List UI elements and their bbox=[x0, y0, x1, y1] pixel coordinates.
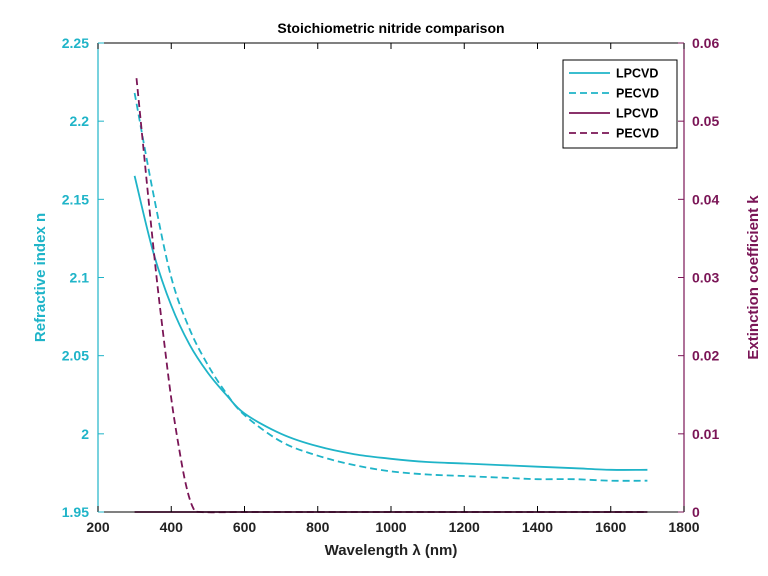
y-right-tick-label: 0 bbox=[692, 504, 700, 520]
y-right-tick-label: 0.03 bbox=[692, 270, 719, 286]
y-left-tick-label: 2.2 bbox=[70, 113, 90, 129]
y-right-tick-label: 0.01 bbox=[692, 426, 719, 442]
x-tick-label: 1000 bbox=[375, 519, 406, 535]
legend-label: PECVD bbox=[616, 127, 659, 141]
y-left-tick-label: 2.25 bbox=[62, 35, 89, 51]
x-tick-label: 1600 bbox=[595, 519, 626, 535]
x-tick-label: 1200 bbox=[449, 519, 480, 535]
y-right-tick-label: 0.04 bbox=[692, 191, 719, 207]
axes-layer: 200 400 600 800 1000 1200 1400 1600 1800 1.95 2 2.0… bbox=[32, 35, 762, 559]
legend-label: LPCVD bbox=[616, 67, 658, 81]
legend-label: PECVD bbox=[616, 87, 659, 101]
x-tick-label: 600 bbox=[233, 519, 257, 535]
chart-title: Stoichiometric nitride comparison bbox=[277, 20, 504, 36]
y-left-tick-label: 2.05 bbox=[62, 348, 89, 364]
y-right-axis-label: Extinction coefficient k bbox=[745, 195, 762, 360]
legend: LPCVD PECVD LPCVD PECVD bbox=[562, 59, 678, 149]
y-left-tick-label: 2.15 bbox=[62, 191, 89, 207]
legend-label: LPCVD bbox=[616, 107, 658, 121]
y-right-tick-label: 0.05 bbox=[692, 113, 719, 129]
x-tick-label: 1400 bbox=[522, 519, 553, 535]
y-left-tick-label: 2 bbox=[81, 426, 89, 442]
x-tick-label: 400 bbox=[160, 519, 184, 535]
x-axis-label: Wavelength λ (nm) bbox=[325, 542, 458, 559]
x-tick-label: 1800 bbox=[668, 519, 699, 535]
y-left-tick-label: 1.95 bbox=[62, 504, 89, 520]
x-tick-label: 200 bbox=[86, 519, 110, 535]
y-right-tick-label: 0.02 bbox=[692, 348, 719, 364]
y-left-axis-label: Refractive index n bbox=[32, 213, 49, 342]
series-line-lpcvd-n bbox=[133, 175, 648, 471]
y-left-tick-label: 2.1 bbox=[70, 270, 90, 286]
series-line-pecvd-n bbox=[133, 92, 648, 482]
x-tick-label: 800 bbox=[306, 519, 330, 535]
y-right-tick-label: 0.06 bbox=[692, 35, 719, 51]
